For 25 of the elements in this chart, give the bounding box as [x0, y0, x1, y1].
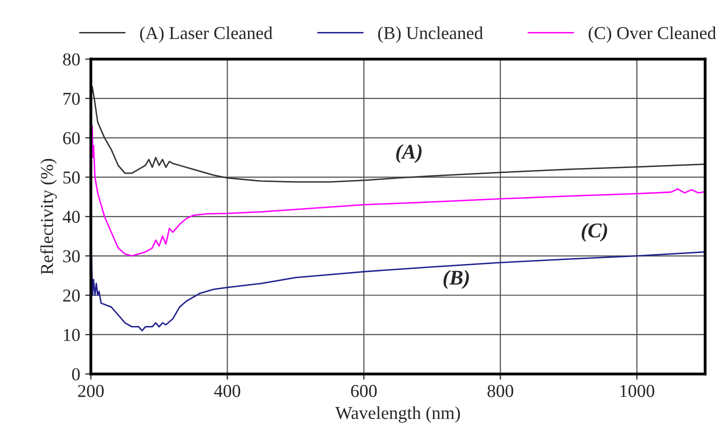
y-tick-label: 60: [63, 132, 80, 144]
line-series: [90, 251, 706, 332]
x-tick-label: 800: [488, 384, 514, 398]
x-axis-title: Wavelength (nm): [335, 406, 460, 423]
annotation: (A): [396, 144, 422, 164]
annotation: (B): [443, 270, 469, 289]
y-tick-label: 0: [72, 368, 80, 380]
x-tick-label: 200: [78, 384, 104, 398]
x-tick-label: 600: [351, 384, 377, 398]
line-series: [90, 86, 706, 183]
legend-label: (B) Uncleaned: [378, 26, 483, 43]
y-tick-label: 40: [62, 210, 80, 223]
y-tick-label: 20: [63, 290, 80, 302]
line-series: [92, 125, 706, 257]
y-tick-label: 70: [64, 92, 80, 105]
y-tick-label: 80: [63, 53, 80, 66]
annotation: (C): [582, 222, 608, 242]
y-axis-title: Reflectivity (%): [40, 158, 57, 274]
x-tick-label: 400: [214, 384, 240, 398]
y-tick-label: 10: [64, 328, 80, 342]
legend-label: (A) Laser Cleaned: [140, 26, 272, 43]
y-tick-label: 50: [63, 171, 80, 184]
x-tick-label: 1000: [620, 384, 654, 398]
legend-label: (C) Over Cleaned: [588, 26, 716, 43]
y-tick-label: 30: [63, 250, 80, 262]
